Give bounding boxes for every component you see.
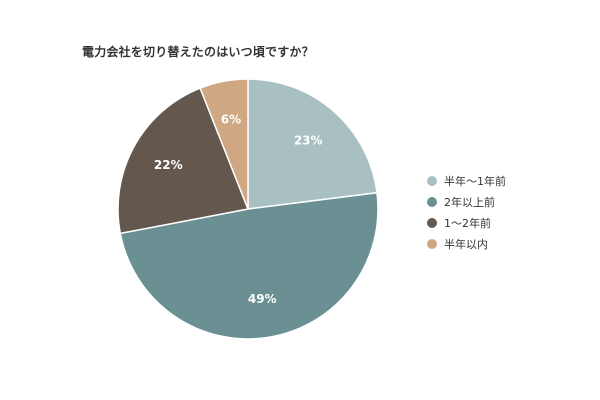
chart-title: 電力会社を切り替えたのはいつ頃ですか？ bbox=[82, 45, 314, 59]
legend-label-1: 2年以上前 bbox=[444, 195, 495, 209]
legend-swatch-2 bbox=[427, 217, 437, 228]
pie-slice-label-1: 49% bbox=[248, 292, 277, 306]
pie-slice-2 bbox=[117, 87, 250, 235]
legend-label-0: 半年〜1年前 bbox=[444, 174, 506, 188]
pie-slice-0 bbox=[247, 78, 378, 210]
legend-label-2: 1〜2年前 bbox=[444, 216, 491, 230]
legend-swatch-3 bbox=[427, 238, 437, 249]
pie-slice-label-2: 22% bbox=[154, 158, 183, 172]
legend-swatch-1 bbox=[427, 196, 437, 207]
pie-slice-label-3: 6% bbox=[221, 113, 241, 127]
pie-slice-3 bbox=[199, 78, 249, 210]
pie-slice-1 bbox=[119, 191, 379, 340]
legend-item-1: 2年以上前 bbox=[427, 191, 506, 212]
legend-swatch-0 bbox=[427, 175, 437, 186]
legend-item-2: 1〜2年前 bbox=[427, 212, 506, 233]
legend-label-3: 半年以内 bbox=[444, 237, 488, 251]
chart-legend: 半年〜1年前 2年以上前 1〜2年前半年以内 bbox=[427, 170, 506, 254]
legend-item-0: 半年〜1年前 bbox=[427, 170, 506, 191]
pie-slice-label-0: 23% bbox=[294, 134, 323, 148]
legend-item-3: 半年以内 bbox=[427, 233, 506, 254]
